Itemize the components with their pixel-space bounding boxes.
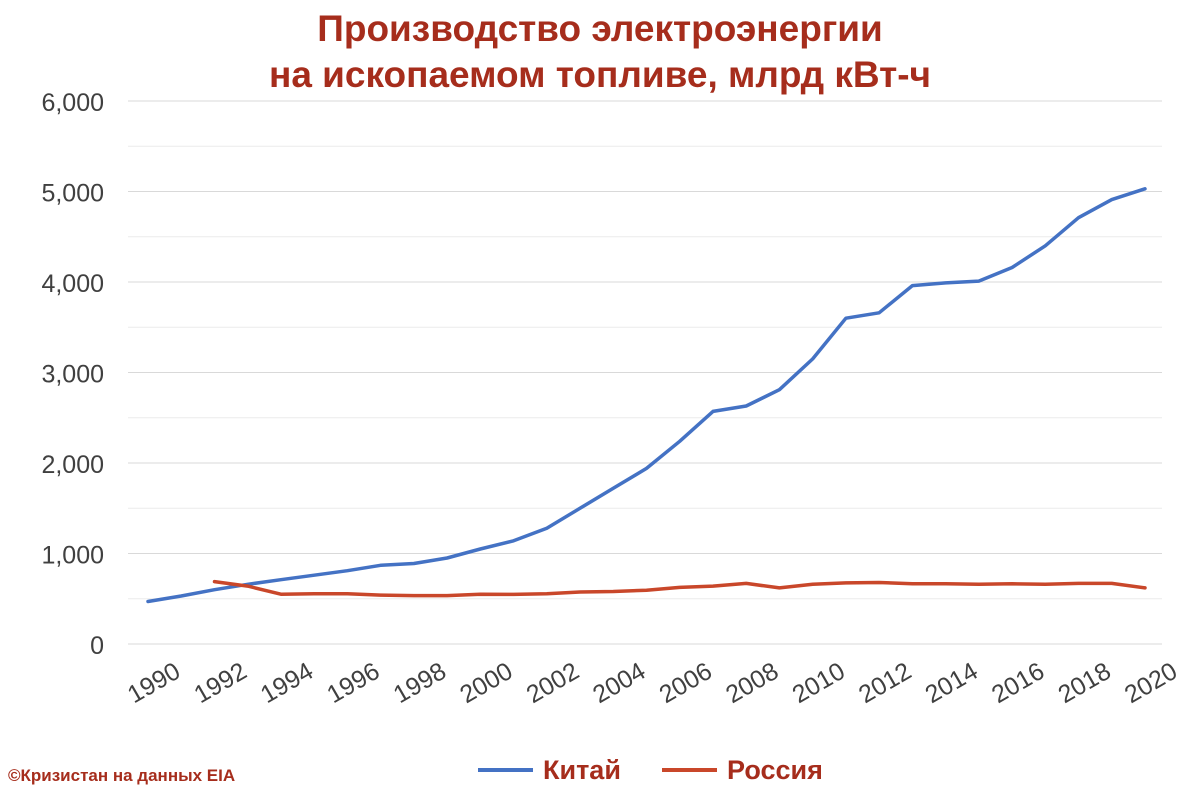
legend-swatch-russia — [662, 768, 717, 772]
legend-label-russia: Россия — [727, 754, 823, 785]
y-tick-label: 4,000 — [41, 270, 104, 298]
legend-label-china: Китай — [543, 754, 621, 785]
series-line-china — [146, 187, 1147, 604]
x-tick-label: 2010 — [788, 657, 850, 709]
x-tick-label: 2020 — [1120, 657, 1182, 709]
x-tick-label: 2004 — [588, 657, 650, 709]
y-tick-label: 0 — [90, 632, 104, 660]
y-tick-label: 3,000 — [41, 361, 104, 389]
chart-title: Производство электроэнергии на ископаемо… — [0, 6, 1200, 98]
x-tick-label: 2006 — [655, 657, 717, 709]
chart-title-line-2: на ископаемом топливе, млрд кВт-ч — [268, 54, 932, 95]
x-tick-label: 2000 — [455, 657, 517, 709]
x-tick-label: 1990 — [123, 657, 185, 709]
x-tick-label: 1998 — [389, 657, 451, 709]
x-tick-label: 2008 — [721, 657, 783, 709]
x-tick-label: 2016 — [987, 657, 1049, 709]
x-tick-label: 2014 — [921, 657, 983, 709]
legend: Китай Россия — [0, 750, 1200, 790]
y-tick-label: 1,000 — [41, 542, 104, 570]
y-tick-label: 2,000 — [41, 451, 104, 479]
x-tick-label: 2012 — [854, 657, 916, 709]
series-line-russia — [212, 579, 1147, 598]
y-tick-label: 5,000 — [41, 180, 104, 208]
x-tick-label: 2018 — [1053, 657, 1115, 709]
legend-item-china: Китай — [478, 750, 621, 790]
legend-item-russia: Россия — [662, 750, 823, 790]
x-tick-label: 1996 — [322, 657, 384, 709]
legend-swatch-china — [478, 768, 533, 772]
y-tick-label: 6,000 — [41, 89, 104, 117]
x-tick-label: 2002 — [522, 657, 584, 709]
chart-title-line-1: Производство электроэнергии — [317, 8, 883, 49]
x-tick-label: 1992 — [189, 657, 251, 709]
x-tick-label: 1994 — [256, 657, 318, 709]
source-credit: ©Кризистан на данных EIA — [8, 766, 236, 785]
